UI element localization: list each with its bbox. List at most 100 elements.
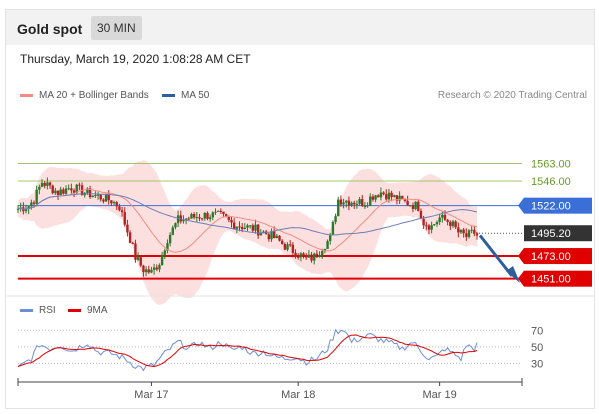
level-label: 1451.00 (531, 274, 571, 286)
candle-body (248, 225, 252, 227)
timeframe-badge[interactable]: 30 MIN (91, 16, 142, 40)
level-label-pointer (518, 197, 524, 214)
candle-body (406, 200, 409, 206)
candle-body (419, 210, 423, 219)
candle-body (305, 255, 308, 258)
candle-body (355, 203, 359, 205)
candle-body (232, 222, 236, 229)
candle-body (272, 231, 276, 238)
candle-body (462, 229, 465, 234)
candle-body (475, 233, 479, 236)
candle-body (339, 199, 343, 205)
candle-body (451, 221, 455, 227)
x-tick-label: Mar 17 (134, 389, 168, 401)
candle-body (131, 242, 134, 244)
candle-body (54, 190, 57, 194)
candle-body (294, 252, 297, 257)
candle-body (313, 253, 316, 261)
candle-body (75, 184, 78, 193)
rsi-tick-label: 70 (531, 325, 543, 337)
candle-body (363, 206, 367, 208)
candle-body (30, 202, 33, 207)
candle-body (86, 188, 89, 193)
candle-body (422, 218, 425, 226)
candle-body (278, 235, 281, 241)
candle-body (179, 215, 182, 222)
rsi-tick-label: 30 (531, 358, 543, 370)
rsi-ma-legend-label: 9MA (87, 305, 108, 316)
candle-body (67, 188, 70, 190)
rsi-tick-label: 50 (531, 342, 543, 354)
candle-body (374, 195, 377, 200)
rsi-legend: RSI (20, 305, 56, 316)
candle-body (395, 195, 399, 201)
candle-body (43, 182, 46, 186)
chart-header: Gold spot 30 MIN (6, 10, 594, 45)
candle-body (115, 202, 118, 207)
candle-body (198, 217, 201, 219)
candle-body (457, 227, 460, 233)
level-label-box (524, 270, 592, 287)
candle-body (235, 226, 239, 229)
candle-body (350, 202, 353, 206)
candle-body (136, 257, 140, 260)
candle-body (91, 195, 94, 198)
candle-body (307, 254, 311, 258)
candle-body (112, 202, 116, 204)
candle-body (454, 221, 457, 228)
candle-body (326, 240, 329, 249)
candle-body (72, 190, 76, 193)
rsi-legend-label: RSI (39, 305, 56, 316)
candle-body (345, 200, 348, 203)
candle-body (70, 188, 73, 191)
candle-body (286, 244, 289, 250)
level-label: 1473.00 (531, 251, 571, 263)
candle-body (227, 216, 231, 220)
candle-body (425, 225, 428, 227)
candle-body (46, 182, 49, 186)
candle-body (238, 226, 241, 228)
candle-body (240, 226, 244, 230)
candle-body (142, 265, 145, 273)
ma20-legend: MA 20 + Bollinger Bands (20, 90, 149, 101)
candle-body (467, 230, 471, 237)
candle-body (430, 225, 433, 230)
candle-body (417, 201, 420, 211)
candle-body (259, 232, 263, 236)
candle-body (94, 195, 97, 197)
candle-body (24, 209, 28, 212)
ma50-line (17, 193, 478, 236)
level-label: 1495.20 (531, 228, 571, 240)
candle-body (88, 188, 92, 198)
candle-body (155, 267, 158, 270)
candle-body (315, 253, 319, 258)
candle-body (270, 231, 273, 240)
level-label: 1563.00 (531, 158, 571, 170)
candle-body (206, 212, 209, 219)
candle-body (385, 194, 388, 200)
candle-body (190, 214, 193, 219)
candle-body (251, 225, 255, 231)
candle-body (107, 193, 110, 201)
candle-body (443, 214, 447, 220)
candle-body (168, 234, 172, 244)
level-label-pointer (518, 248, 524, 265)
candle-body (38, 186, 41, 190)
candle-body (27, 206, 30, 210)
candle-body (337, 199, 340, 217)
candle-body (16, 208, 20, 210)
candle-body (195, 217, 198, 219)
candle-body (254, 224, 257, 231)
x-tick-label: Mar 18 (281, 389, 315, 401)
candle-body (403, 199, 407, 201)
candle-body (427, 225, 431, 230)
candle-body (283, 244, 287, 250)
candle-body (390, 192, 393, 197)
candle-body (166, 243, 169, 251)
candle-body (152, 267, 156, 270)
candle-body (358, 199, 361, 204)
candle-body (331, 222, 335, 236)
candle-body (334, 216, 337, 223)
candle-body (366, 205, 369, 207)
